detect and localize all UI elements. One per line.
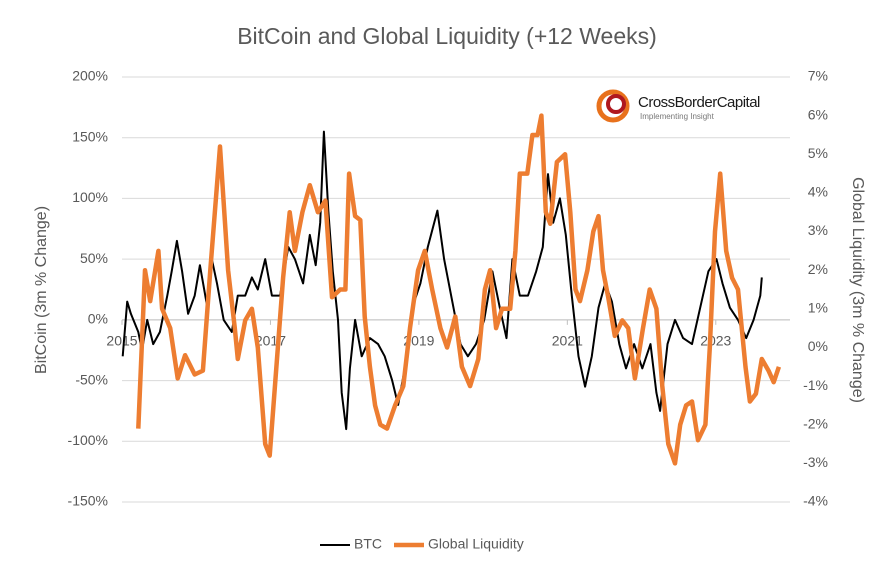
grid	[121, 76, 790, 503]
y2-tick-label: -2%	[803, 415, 828, 431]
y2-axis-label: Global Liquidity (3m % Change)	[849, 177, 866, 403]
y2-tick-label: 6%	[808, 106, 828, 122]
x-tick-label: 2023	[700, 333, 731, 349]
y2-tick-label: 0%	[808, 338, 828, 354]
logo-ring	[596, 89, 630, 123]
y2-tick-label: -3%	[803, 454, 828, 470]
y-tick-label: -100%	[68, 432, 108, 448]
logo: CrossBorderCapital Implementing Insight	[590, 80, 786, 130]
y-tick-label: 200%	[72, 68, 108, 84]
y2-tick-label: 4%	[808, 184, 828, 200]
legend-label: Global Liquidity	[428, 536, 524, 552]
y-axis-label: BitCoin (3m % Change)	[33, 206, 50, 374]
y-tick-label: -50%	[75, 371, 108, 387]
y2-tick-label: 7%	[808, 68, 828, 84]
x-tick-label: 2015	[106, 333, 137, 349]
y2-tick-label: 3%	[808, 222, 828, 238]
x-tick-label: 2021	[552, 333, 583, 349]
y2-tick-label: 2%	[808, 261, 828, 277]
y-tick-label: 50%	[80, 250, 108, 266]
y2-tick-label: 1%	[808, 300, 828, 316]
legend-label: BTC	[354, 536, 382, 552]
logo-ring	[606, 94, 626, 114]
chart-title: BitCoin and Global Liquidity (+12 Weeks)	[237, 23, 657, 49]
y-tick-label: -150%	[68, 493, 108, 509]
logo-name: CrossBorderCapital	[638, 94, 760, 111]
line-series	[136, 113, 782, 466]
logo-tagline: Implementing Insight	[640, 112, 715, 121]
y-tick-label: 150%	[72, 128, 108, 144]
y-tick-label: 0%	[88, 311, 108, 327]
y2-tick-label: -4%	[803, 493, 828, 509]
y2-tick-label: 5%	[808, 145, 828, 161]
y2-tick-label: -1%	[803, 377, 828, 393]
y-tick-label: 100%	[72, 189, 108, 205]
